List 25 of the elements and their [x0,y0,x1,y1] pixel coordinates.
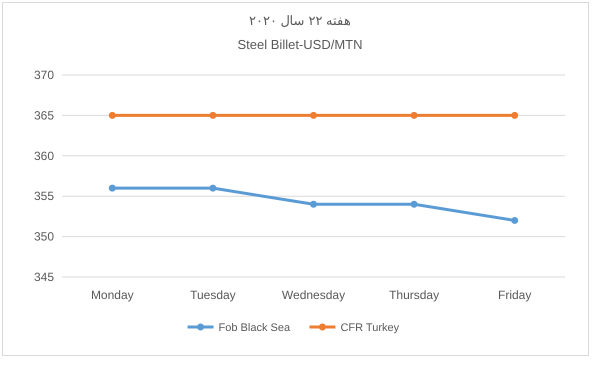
x-tick-label: Tuesday [190,288,236,302]
point [410,112,418,119]
x-tick-label: Friday [498,288,532,302]
x-tick-label: Thursday [389,288,440,302]
y-tick-label: 355 [34,189,54,204]
point [511,216,518,224]
point [108,184,116,192]
point [209,184,216,192]
point [310,112,317,119]
x-tick-label: Monday [90,288,134,302]
point [410,200,418,208]
point [209,112,216,119]
y-tick-label: 360 [34,148,54,163]
legend-label: CFR Turkey [340,322,400,334]
x-tick-label: Wednesday [282,288,346,302]
y-tick-label: 365 [34,108,54,122]
y-tick-label: 350 [34,230,54,244]
point [310,200,317,208]
legend-label: Fob Black Sea [218,322,291,334]
y-tick-label: 345 [34,270,54,284]
y-tick-label: 370 [34,68,54,82]
point [108,112,116,119]
chart-subtitle: Steel Billet-USD/MTN [238,37,362,52]
point [511,112,518,119]
chart-title: هفته ۲۲ سال ۲۰۲۰ [249,13,351,28]
